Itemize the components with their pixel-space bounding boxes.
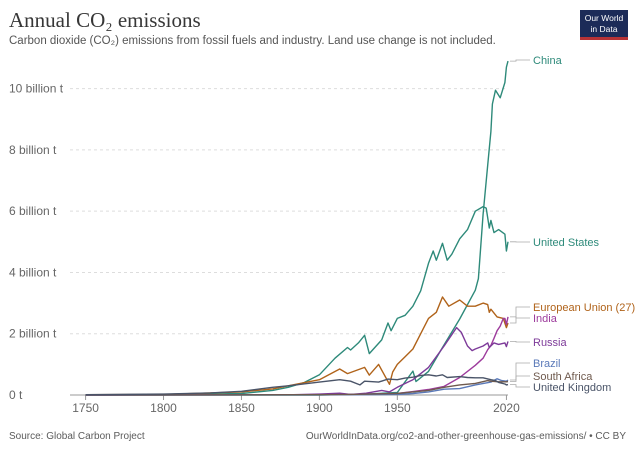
legend-connector: [510, 362, 530, 381]
legend-connector: [510, 306, 530, 324]
y-tick-label: 8 billion t: [9, 143, 57, 157]
legend-connector: [510, 375, 530, 382]
y-tick-label: 10 billion t: [9, 82, 64, 96]
x-tick-label: 1850: [228, 401, 255, 415]
series-line-india[interactable]: [85, 316, 509, 396]
x-tick-label: 1750: [72, 401, 99, 415]
series-line-china[interactable]: [85, 60, 509, 396]
chart-title: Annual CO₂ emissions: [9, 8, 201, 32]
series-line-united-kingdom[interactable]: [85, 374, 509, 396]
series-lines[interactable]: [85, 60, 509, 396]
legend-connector: [510, 316, 530, 319]
legend-label[interactable]: European Union (27): [533, 302, 635, 314]
legend-label[interactable]: United States: [533, 237, 600, 249]
x-tick-label: 1900: [306, 401, 333, 415]
license-link[interactable]: OurWorldInData.org/co2-and-other-greenho…: [305, 431, 626, 442]
legend-label[interactable]: China: [533, 55, 563, 67]
legend-label[interactable]: Russia: [533, 337, 568, 349]
series-line-united-states[interactable]: [85, 205, 509, 396]
chart-subtitle: Carbon dioxide (CO₂) emissions from foss…: [9, 35, 496, 47]
y-tick-label: 0 t: [9, 388, 23, 402]
series-line-south-africa[interactable]: [85, 379, 509, 396]
x-tick-label: 1800: [150, 401, 177, 415]
y-tick-label: 6 billion t: [9, 204, 57, 218]
legend-connector: [510, 341, 530, 343]
source-note[interactable]: Source: Global Carbon Project: [9, 431, 145, 442]
legend-label[interactable]: South Africa: [533, 371, 593, 383]
x-tick-label: 2020: [493, 401, 520, 415]
y-tick-label: 2 billion t: [9, 327, 57, 341]
logo-line-2: in Data: [590, 23, 618, 34]
legend-connector: [510, 59, 530, 62]
series-line-brazil[interactable]: [85, 378, 509, 396]
legend-label[interactable]: Brazil: [533, 358, 561, 370]
legend-label[interactable]: India: [533, 313, 558, 325]
legend[interactable]: China United States European Union (27)Ind…: [510, 55, 635, 394]
y-tick-label: 4 billion t: [9, 265, 57, 279]
x-tick-label: 1950: [384, 401, 411, 415]
series-line-european-union-27[interactable]: [85, 296, 509, 396]
legend-label[interactable]: United Kingdom: [533, 382, 611, 394]
legend-connector: [510, 384, 530, 388]
axis-ticks: 0 t 2 billion t 4 billion t 6 billion t 8 bi…: [9, 82, 520, 415]
owid-logo[interactable]: Our World in Data: [580, 10, 628, 40]
logo-line-1: Our World: [584, 12, 624, 23]
